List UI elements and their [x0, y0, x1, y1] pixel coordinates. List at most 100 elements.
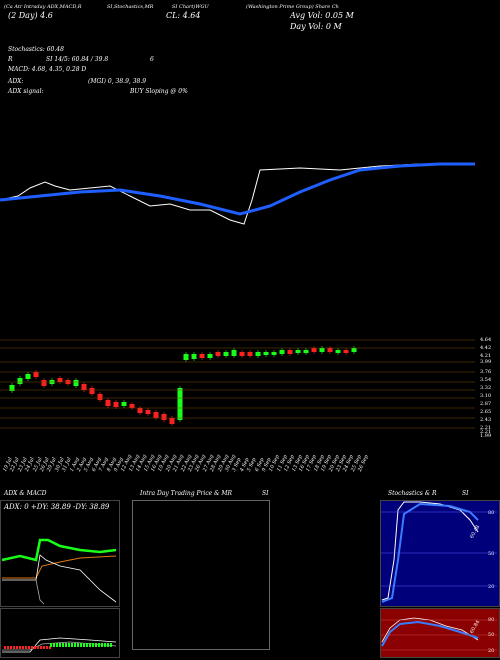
- price-axis-label: 2.87: [480, 401, 492, 407]
- adx-signal-value: BUY Sloping @ 0%: [130, 88, 188, 95]
- macd-histogram-bar: [98, 643, 100, 647]
- macd-histogram-bar: [46, 646, 48, 649]
- macd-histogram-bar: [83, 643, 85, 647]
- macd-histogram-bar: [62, 643, 64, 647]
- minus-di-line: [2, 555, 117, 579]
- stoch-d-line: [381, 502, 479, 603]
- candle-body: [33, 372, 39, 377]
- candle-body: [207, 354, 213, 358]
- header-tab-3[interactable]: SI Chart)WGU: [172, 4, 209, 10]
- moving-average-line: [0, 162, 475, 216]
- macd-histogram-bar: [49, 646, 51, 649]
- macd-histogram-bar: [107, 643, 109, 647]
- adx-macd-title: ADX & MACD: [4, 490, 47, 497]
- candle-body: [137, 408, 143, 413]
- price-axis-label: 3.32: [480, 385, 492, 391]
- price-axis-label: 2.21: [480, 425, 492, 431]
- header-tab-1[interactable]: (Ca Atr Intraday ADX,MACD,R: [4, 4, 82, 10]
- candle-body: [129, 404, 135, 408]
- macd-histogram-bar: [89, 643, 91, 647]
- macd-histogram-bar: [68, 643, 70, 647]
- candle-body: [89, 388, 95, 394]
- intraday-panel: [132, 500, 270, 650]
- macd-histogram-bar: [19, 646, 21, 649]
- macd-histogram-bar: [53, 643, 55, 647]
- candle-body: [97, 394, 103, 400]
- macd-histogram-bar: [25, 646, 27, 649]
- intraday-title: Intra Day Trading Price & MR: [140, 490, 233, 497]
- day-volume: Day Vol: 0 M: [290, 22, 342, 31]
- price-axis-label: 2.21: [480, 429, 492, 435]
- rsi-readout: SI 14/5: 60.84 / 39.8: [46, 56, 109, 63]
- rsi-level-20: 20: [488, 648, 495, 654]
- macd-histogram-bar: [31, 646, 33, 649]
- candle-body: [191, 354, 197, 359]
- adx-values: (MGI) 0, 38.9, 38.9: [88, 78, 147, 85]
- stoch-k-line: [381, 501, 479, 601]
- price-axis-label: 4.42: [480, 345, 492, 351]
- candle-body: [9, 385, 15, 391]
- candle-body: [17, 378, 23, 384]
- macd-histogram-bar: [4, 646, 6, 649]
- macd-histogram-bar: [16, 646, 18, 649]
- macd-line: [2, 637, 117, 653]
- close-price: CL: 4.64: [166, 11, 201, 20]
- macd-histogram-bar: [74, 643, 76, 647]
- stoch-title-suffix: SI: [462, 490, 469, 497]
- candle-body: [239, 352, 245, 356]
- candle-body: [41, 380, 47, 386]
- candle-body: [327, 348, 333, 352]
- candle-body: [231, 350, 237, 356]
- candle-body: [121, 402, 127, 406]
- plus-di-line: [1, 538, 117, 562]
- macd-histogram-bar: [7, 646, 9, 649]
- price-axis-label: 3.76: [480, 369, 492, 375]
- macd-histogram-bar: [65, 643, 67, 647]
- macd-histogram-bar: [95, 643, 97, 647]
- price-line: [0, 163, 470, 225]
- candle-body: [183, 354, 189, 360]
- macd-panel: [0, 608, 120, 658]
- candle-body: [271, 352, 277, 355]
- stoch-level-50: 50: [488, 551, 495, 557]
- adx-label: ADX:: [8, 78, 24, 85]
- rsi-smooth-line: [381, 620, 479, 647]
- macd-histogram-bar: [92, 643, 94, 647]
- adx-line: [2, 554, 117, 603]
- stochastics-panel: [380, 500, 500, 607]
- macd-signal-line: [2, 641, 117, 651]
- macd-histogram-bar: [80, 643, 82, 647]
- candle-body: [199, 354, 205, 358]
- price-axis-label: 4.21: [480, 353, 492, 359]
- candle-body: [247, 352, 253, 356]
- rsi-prefix: R: [8, 56, 13, 63]
- macd-histogram-bar: [43, 646, 45, 649]
- header-tab-2[interactable]: SI,Stochastics,MR: [107, 4, 154, 10]
- header-tab-4[interactable]: (Washington Prime Group) Share Ch: [246, 4, 339, 10]
- stochastics-readout: Stochastics: 60.48: [8, 46, 64, 53]
- avg-volume: Avg Vol: 0.05 M: [290, 11, 354, 20]
- price-axis-label: 3.99: [480, 359, 492, 365]
- macd-histogram-bar: [56, 643, 58, 647]
- candle-body: [319, 348, 325, 352]
- candle-body: [113, 402, 119, 407]
- macd-readout: MACD: 4.68, 4.35, 0.28 D: [8, 66, 87, 73]
- candle-body: [215, 352, 221, 356]
- candle-body: [57, 378, 63, 382]
- price-axis-label: 3.54: [480, 377, 492, 383]
- prev-close: (2 Day) 4.6: [8, 11, 53, 20]
- candle-body: [169, 418, 175, 424]
- candle-body: [287, 350, 293, 354]
- macd-histogram-bar: [86, 643, 88, 647]
- adx-signal-label: ADX signal:: [8, 88, 44, 95]
- candle-body: [303, 350, 309, 353]
- candle-body: [145, 410, 151, 414]
- adx-panel: [0, 500, 120, 607]
- macd-histogram-bar: [50, 643, 52, 647]
- macd-histogram-bar: [34, 646, 36, 649]
- candle-body: [343, 350, 349, 353]
- candle-body: [105, 400, 111, 406]
- candle-body: [351, 348, 357, 352]
